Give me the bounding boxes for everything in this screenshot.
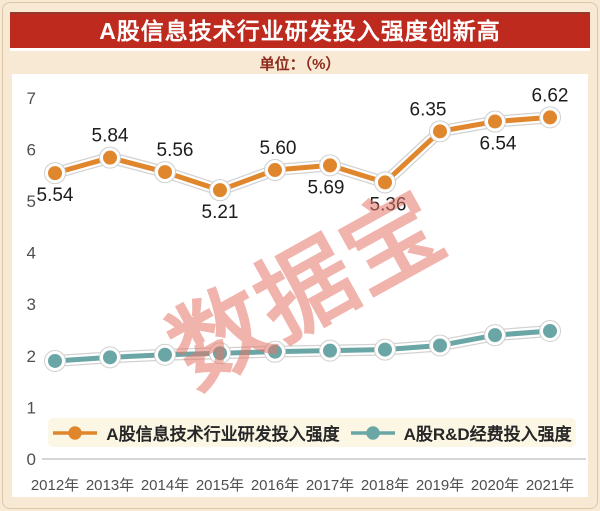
data-point <box>433 338 447 353</box>
data-point-label: 5.36 <box>370 194 407 215</box>
data-point <box>433 124 447 139</box>
y-axis-tick: 3 <box>27 295 36 314</box>
y-axis-tick: 2 <box>27 347 36 366</box>
data-point <box>213 346 227 361</box>
legend-label-it-industry: A股信息技术行业研发投入强度 <box>106 425 340 444</box>
x-axis-tick: 2018年 <box>361 477 409 494</box>
data-point-label: 6.35 <box>410 99 447 120</box>
x-axis-tick: 2012年 <box>31 477 79 494</box>
data-point <box>48 353 62 368</box>
legend-label-rd-funding: A股R&D经费投入强度 <box>403 425 572 444</box>
data-point <box>378 342 392 357</box>
x-axis-tick: 2019年 <box>416 477 464 494</box>
y-axis-tick: 7 <box>27 89 36 108</box>
data-point <box>103 150 117 165</box>
x-axis-tick: 2014年 <box>141 477 189 494</box>
data-point <box>323 343 337 358</box>
x-axis-tick: 2016年 <box>251 477 299 494</box>
data-point <box>488 114 502 129</box>
data-point-label: 6.62 <box>532 85 569 106</box>
y-axis-tick: 1 <box>27 398 36 417</box>
data-point <box>48 166 62 181</box>
x-axis-tick: 2013年 <box>86 477 134 494</box>
x-axis-tick: 2021年 <box>526 477 574 494</box>
data-point <box>378 175 392 190</box>
data-point <box>268 344 282 359</box>
y-axis-tick: 0 <box>27 450 36 469</box>
page-title: A股信息技术行业研发投入强度创新高 <box>99 17 501 44</box>
orange-series-marker-icon <box>53 425 98 440</box>
data-point <box>158 165 172 180</box>
data-point-label: 6.54 <box>480 134 517 155</box>
data-point <box>268 163 282 178</box>
data-point-label: 5.54 <box>37 185 74 206</box>
legend-item-it-industry: A股信息技术行业研发投入强度 <box>52 420 340 445</box>
x-axis-tick: 2015年 <box>196 477 244 494</box>
series-line <box>52 114 553 193</box>
x-axis-tick: 2017年 <box>306 477 354 494</box>
chart-legend: A股信息技术行业研发投入强度 A股R&D经费投入强度 <box>48 418 576 447</box>
data-point <box>543 324 557 339</box>
teal-series-marker-icon <box>350 425 395 440</box>
data-point <box>488 328 502 343</box>
data-point-label: 5.56 <box>157 140 194 161</box>
series-line <box>52 328 553 364</box>
legend-item-rd-funding: A股R&D经费投入强度 <box>350 420 572 445</box>
data-point <box>103 350 117 365</box>
y-axis-tick: 4 <box>27 244 36 263</box>
data-point-label: 5.69 <box>308 177 345 198</box>
data-point <box>158 347 172 362</box>
data-point <box>323 158 337 173</box>
title-banner: A股信息技术行业研发投入强度创新高 <box>10 12 590 48</box>
y-axis-tick: 5 <box>27 192 36 211</box>
series-halo-inner <box>50 112 555 195</box>
unit-label: 单位：（%） <box>259 56 341 73</box>
x-axis-tick: 2020年 <box>471 477 519 494</box>
data-point-label: 5.84 <box>92 126 129 147</box>
y-axis-tick: 6 <box>27 140 36 159</box>
data-point-label: 5.21 <box>202 202 239 223</box>
data-point-label: 5.60 <box>260 138 297 159</box>
data-point <box>543 110 557 125</box>
data-point <box>213 183 227 198</box>
